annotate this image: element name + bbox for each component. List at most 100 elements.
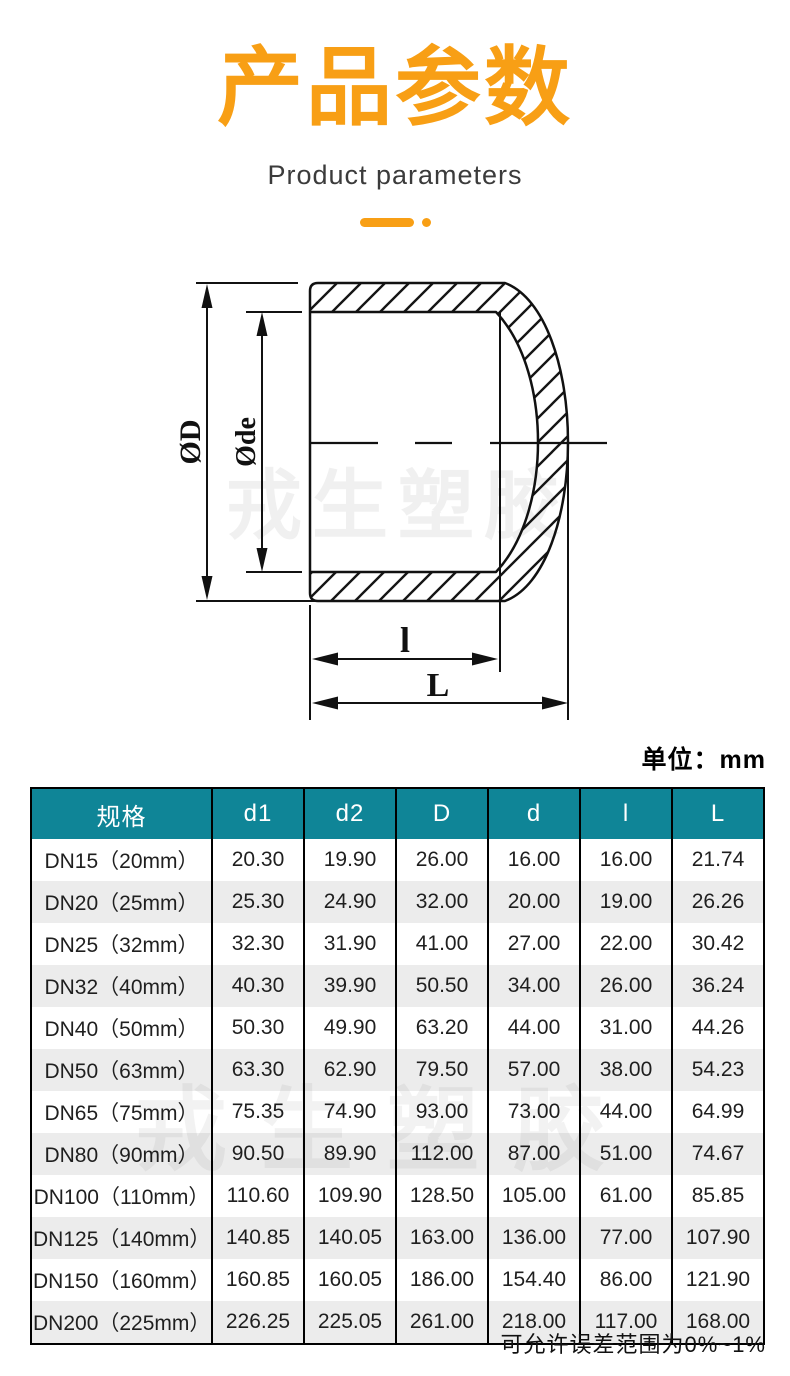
value-cell: 24.90: [303, 881, 396, 923]
column-header-D: D: [395, 788, 488, 839]
value-cell: 44.00: [579, 1091, 672, 1133]
spec-table-body: DN15（20mm） 20.30 19.90 26.00 16.00 16.00 21.74…: [31, 839, 764, 1344]
value-cell: 117.00: [579, 1301, 672, 1344]
value-cell: 63.30: [211, 1049, 304, 1091]
spec-cell: DN20（25mm）: [44, 892, 199, 915]
value-cell: 226.25: [211, 1301, 304, 1344]
spec-cell: DN80（90mm）: [44, 1144, 199, 1167]
column-header-L: L: [671, 788, 764, 839]
spec-cell: DN50（63mm）: [44, 1060, 199, 1083]
value-cell: 44.00: [487, 1007, 580, 1049]
value-cell: 261.00: [395, 1301, 488, 1344]
label-outer-diameter: ØD: [174, 420, 207, 465]
value-cell: 163.00: [395, 1217, 488, 1259]
table-row: DN40（50mm） 50.30 49.90 63.20 44.00 31.00 44.26: [31, 1007, 764, 1049]
value-cell: 51.00: [579, 1133, 672, 1175]
table-row: DN20（25mm） 25.30 24.90 32.00 20.00 19.00 26.26: [31, 881, 764, 923]
value-cell: 109.90: [303, 1175, 396, 1217]
table-row: DN32（40mm） 40.30 39.90 50.50 34.00 26.00 36.24: [31, 965, 764, 1007]
divider-bar: [359, 218, 414, 227]
table-row: DN15（20mm） 20.30 19.90 26.00 16.00 16.00 21.74: [31, 839, 764, 881]
value-cell: 21.74: [671, 839, 764, 881]
value-cell: 128.50: [395, 1175, 488, 1217]
value-cell: 121.90: [671, 1259, 764, 1301]
value-cell: 36.24: [671, 965, 764, 1007]
value-cell: 225.05: [303, 1301, 396, 1344]
value-cell: 26.00: [395, 839, 488, 881]
value-cell: 30.42: [671, 923, 764, 965]
column-header-d1: d1: [211, 788, 304, 839]
value-cell: 168.00: [671, 1301, 764, 1344]
pipe-cap-section-drawing: ØD Øde l: [174, 281, 607, 720]
spec-cell: DN100（110mm）: [33, 1186, 210, 1209]
value-cell: 22.00: [579, 923, 672, 965]
value-cell: 32.30: [211, 923, 304, 965]
value-cell: 89.90: [303, 1133, 396, 1175]
value-cell: 19.00: [579, 881, 672, 923]
value-cell: 140.85: [211, 1217, 304, 1259]
value-cell: 49.90: [303, 1007, 396, 1049]
value-cell: 74.90: [303, 1091, 396, 1133]
value-cell: 112.00: [395, 1133, 488, 1175]
value-cell: 26.26: [671, 881, 764, 923]
value-cell: 61.00: [579, 1175, 672, 1217]
table-row: DN100（110mm） 110.60 109.90 128.50 105.00 61.0…: [31, 1175, 764, 1217]
label-socket-diameter: Øde: [231, 417, 262, 467]
value-cell: 218.00: [487, 1301, 580, 1344]
value-cell: 27.00: [487, 923, 580, 965]
value-cell: 54.23: [671, 1049, 764, 1091]
value-cell: 160.05: [303, 1259, 396, 1301]
label-overall-length: L: [427, 667, 450, 704]
value-cell: 50.50: [395, 965, 488, 1007]
value-cell: 31.90: [303, 923, 396, 965]
value-cell: 32.00: [395, 881, 488, 923]
table-row: DN200（225mm） 226.25 225.05 261.00 218.00 117.…: [31, 1301, 764, 1344]
value-cell: 85.85: [671, 1175, 764, 1217]
value-cell: 41.00: [395, 923, 488, 965]
dim-socket-diameter: [246, 311, 302, 573]
dim-overall-length: [312, 696, 568, 710]
value-cell: 73.00: [487, 1091, 580, 1133]
spec-cell: DN200（225mm）: [33, 1312, 211, 1335]
page-title: 产品参数: [217, 40, 573, 136]
value-cell: 74.67: [671, 1133, 764, 1175]
value-cell: 31.00: [579, 1007, 672, 1049]
spec-cell: DN40（50mm）: [44, 1018, 199, 1041]
divider-dot: [421, 218, 431, 227]
column-header-d: d: [487, 788, 580, 839]
value-cell: 77.00: [579, 1217, 672, 1259]
value-cell: 160.85: [211, 1259, 304, 1301]
table-row: DN25（32mm） 32.30 31.90 41.00 27.00 22.00 30.42: [31, 923, 764, 965]
spec-cell: DN150（160mm）: [33, 1270, 211, 1293]
value-cell: 62.90: [303, 1049, 396, 1091]
table-row: DN150（160mm） 160.85 160.05 186.00 154.40 86.0…: [31, 1259, 764, 1301]
table-row: DN50（63mm） 63.30 62.90 79.50 57.00 38.00 54.23: [31, 1049, 764, 1091]
value-cell: 63.20: [395, 1007, 488, 1049]
column-header-l: l: [579, 788, 672, 839]
value-cell: 26.00: [579, 965, 672, 1007]
value-cell: 107.90: [671, 1217, 764, 1259]
value-cell: 136.00: [487, 1217, 580, 1259]
page-subtitle: Product parameters: [267, 160, 523, 190]
value-cell: 34.00: [487, 965, 580, 1007]
tolerance-footnote: 可允许误差范围为0%~1%: [500, 1332, 766, 1357]
value-cell: 44.26: [671, 1007, 764, 1049]
technical-drawing: 戎生塑胶: [0, 260, 790, 740]
value-cell: 39.90: [303, 965, 396, 1007]
value-cell: 19.90: [303, 839, 396, 881]
value-cell: 105.00: [487, 1175, 580, 1217]
value-cell: 20.00: [487, 881, 580, 923]
dim-socket-depth: [312, 652, 498, 666]
value-cell: 79.50: [395, 1049, 488, 1091]
value-cell: 93.00: [395, 1091, 488, 1133]
column-header-d2: d2: [303, 788, 396, 839]
column-header-spec: 规格: [31, 788, 212, 839]
title-divider: [0, 218, 790, 227]
value-cell: 154.40: [487, 1259, 580, 1301]
unit-label: 单位：mm: [641, 746, 766, 774]
spec-cell: DN65（75mm）: [44, 1102, 199, 1125]
